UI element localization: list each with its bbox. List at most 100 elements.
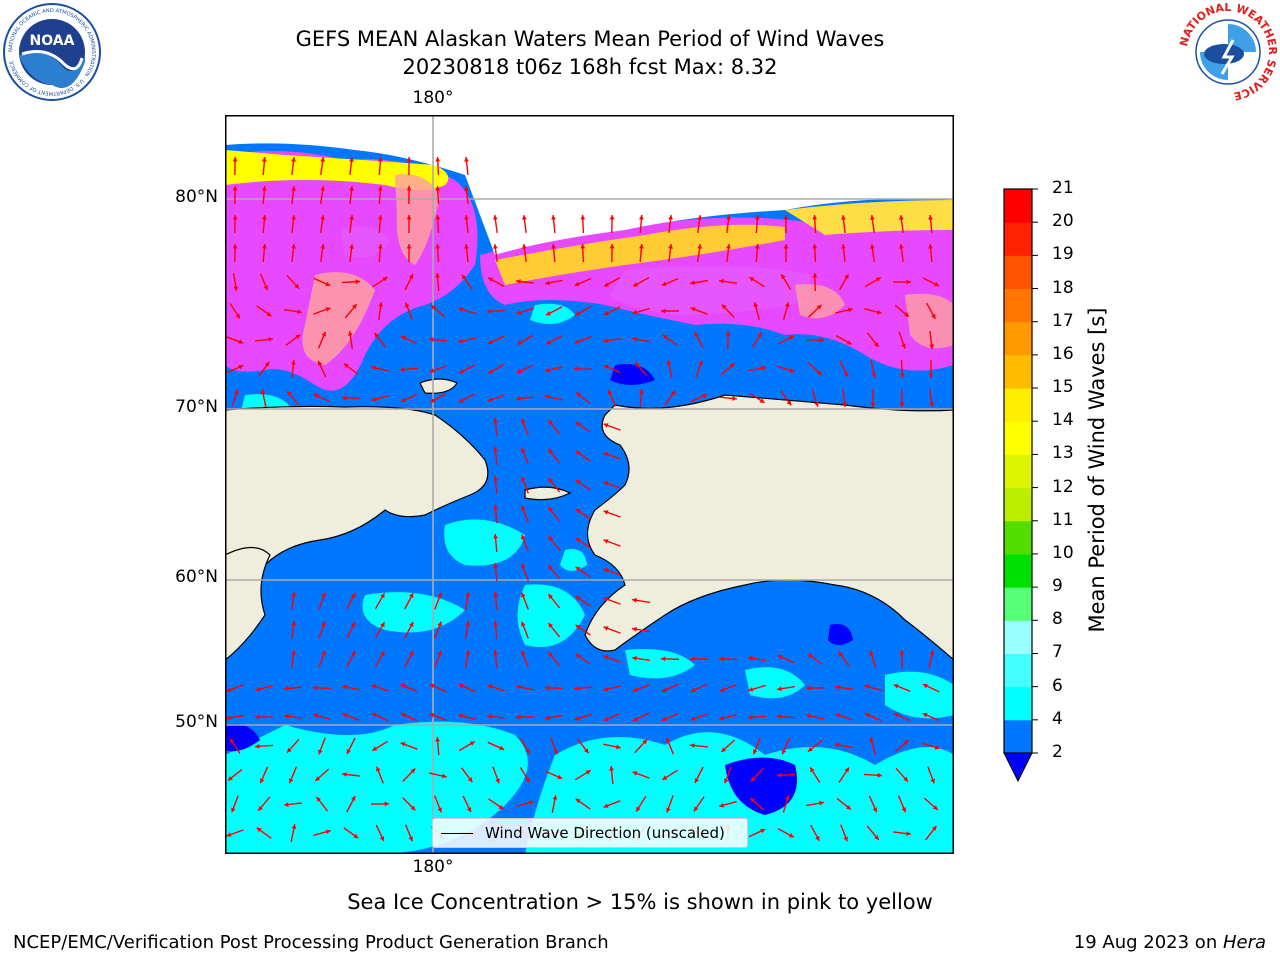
colorbar-tick-label: 4 [1052, 708, 1063, 729]
wind-wave-arrow [603, 597, 621, 605]
wind-wave-arrow [430, 304, 446, 318]
wind-wave-arrow [313, 829, 331, 837]
wind-wave-arrow [378, 243, 383, 263]
wind-wave-arrow [487, 714, 505, 719]
wind-wave-arrow [575, 798, 591, 810]
wind-wave-arrow [749, 797, 765, 811]
wind-wave-arrow [575, 653, 591, 665]
wind-wave-arrow [661, 683, 679, 693]
wind-wave-arrow [404, 650, 414, 668]
wind-wave-arrow [402, 797, 416, 811]
wind-wave-arrow [433, 795, 443, 813]
lat-label-80n: 80°N [175, 187, 218, 207]
wind-wave-arrow [752, 737, 762, 755]
wind-wave-arrow [661, 277, 679, 287]
wind-wave-arrow [805, 337, 825, 343]
colorbar-band [1004, 653, 1032, 688]
wind-wave-arrow [748, 684, 766, 692]
wind-wave-arrow [632, 771, 650, 779]
colorbar-band [1004, 354, 1032, 389]
map-canvas [225, 115, 954, 854]
wind-wave-arrow [835, 307, 853, 314]
nws-logo: NATIONAL WEATHER SERVICE [1178, 2, 1278, 102]
wind-wave-arrow [835, 713, 853, 721]
wind-wave-arrow [574, 713, 592, 721]
wind-wave-arrow [547, 419, 561, 435]
wind-wave-arrow [492, 766, 500, 784]
colorbar-tick-label: 6 [1052, 675, 1063, 696]
graticule [225, 115, 954, 854]
wind-wave-arrow [349, 186, 354, 204]
wind-wave-arrow [812, 272, 818, 292]
wind-wave-arrow [434, 592, 442, 610]
wind-wave-arrow [661, 308, 679, 314]
wind-wave-arrow [922, 683, 940, 693]
wind-wave-arrow [314, 768, 330, 782]
wind-wave-arrow [256, 827, 272, 839]
wind-wave-arrow [464, 157, 469, 175]
wind-wave-arrow [863, 772, 883, 778]
colorbar-tick-label: 19 [1052, 244, 1074, 265]
wind-wave-arrow [429, 772, 447, 779]
wind-wave-arrow [231, 795, 239, 813]
wind-wave-arrow [229, 303, 241, 319]
wind-wave-arrow [551, 243, 556, 263]
wind-wave-arrow [870, 215, 875, 233]
wind-wave-arrow [922, 277, 940, 287]
wind-wave-arrow [317, 360, 327, 378]
wind-wave-arrow [726, 215, 731, 233]
wind-wave-arrow [603, 338, 621, 343]
wind-wave-arrow [402, 768, 416, 782]
wind-wave-arrow [697, 243, 702, 263]
wind-wave-arrow [232, 185, 238, 205]
wind-wave-arrow [464, 649, 471, 669]
wind-wave-arrow [320, 156, 325, 176]
wind-wave-arrow [841, 244, 846, 262]
wind-wave-arrow [458, 713, 476, 720]
wind-wave-arrow [929, 331, 934, 349]
colorbar-band [1004, 620, 1032, 654]
wind-wave-arrow [320, 243, 325, 263]
wind-wave-arrow [516, 800, 534, 808]
wind-wave-arrow [435, 243, 441, 263]
wind-wave-arrow [925, 302, 937, 320]
wind-wave-arrow [575, 595, 591, 607]
wind-wave-arrow [259, 766, 269, 784]
wind-wave-arrow [458, 393, 476, 403]
wind-wave-arrow [805, 685, 825, 691]
plot-subtitle: 20230818 t06z 168h fcst Max: 8.32 [402, 55, 778, 79]
wind-wave-arrow [834, 684, 854, 690]
wind-wave-arrow [632, 276, 650, 288]
wind-wave-arrow [435, 156, 441, 176]
wind-wave-arrow [515, 714, 535, 720]
wind-wave-arrow [406, 243, 412, 263]
wind-wave-arrow [868, 795, 878, 813]
wind-wave-arrow [545, 770, 563, 780]
wind-wave-arrow [603, 276, 621, 288]
wind-wave-arrow [262, 214, 267, 234]
wind-wave-arrow [603, 481, 621, 489]
wind-wave-arrow [545, 335, 563, 345]
colorbar-tick-label: 12 [1052, 476, 1074, 497]
wind-wave-arrow [284, 802, 302, 807]
wind-wave-arrow [810, 824, 820, 842]
wind-wave-arrow [346, 621, 356, 639]
wind-wave-arrow [486, 308, 506, 314]
wind-wave-arrow [226, 829, 244, 837]
colorbar-frame [1003, 188, 1033, 754]
colorbar-band [1004, 454, 1032, 489]
wind-wave-arrow [458, 337, 476, 344]
wind-wave-arrow [634, 361, 648, 377]
wind-wave-arrow [371, 740, 389, 752]
wind-wave-arrow [809, 767, 821, 783]
wind-wave-arrow [899, 388, 905, 408]
wind-wave-arrow [720, 739, 736, 753]
wind-wave-arrow [609, 243, 615, 263]
wind-wave-arrow [464, 244, 469, 262]
map-frame [225, 115, 954, 854]
wind-wave-arrow [318, 737, 326, 755]
wind-wave-arrow [777, 654, 795, 664]
wind-wave-arrow [575, 624, 591, 636]
wind-wave-arrow [639, 243, 644, 263]
wind-wave-arrow [603, 364, 621, 374]
